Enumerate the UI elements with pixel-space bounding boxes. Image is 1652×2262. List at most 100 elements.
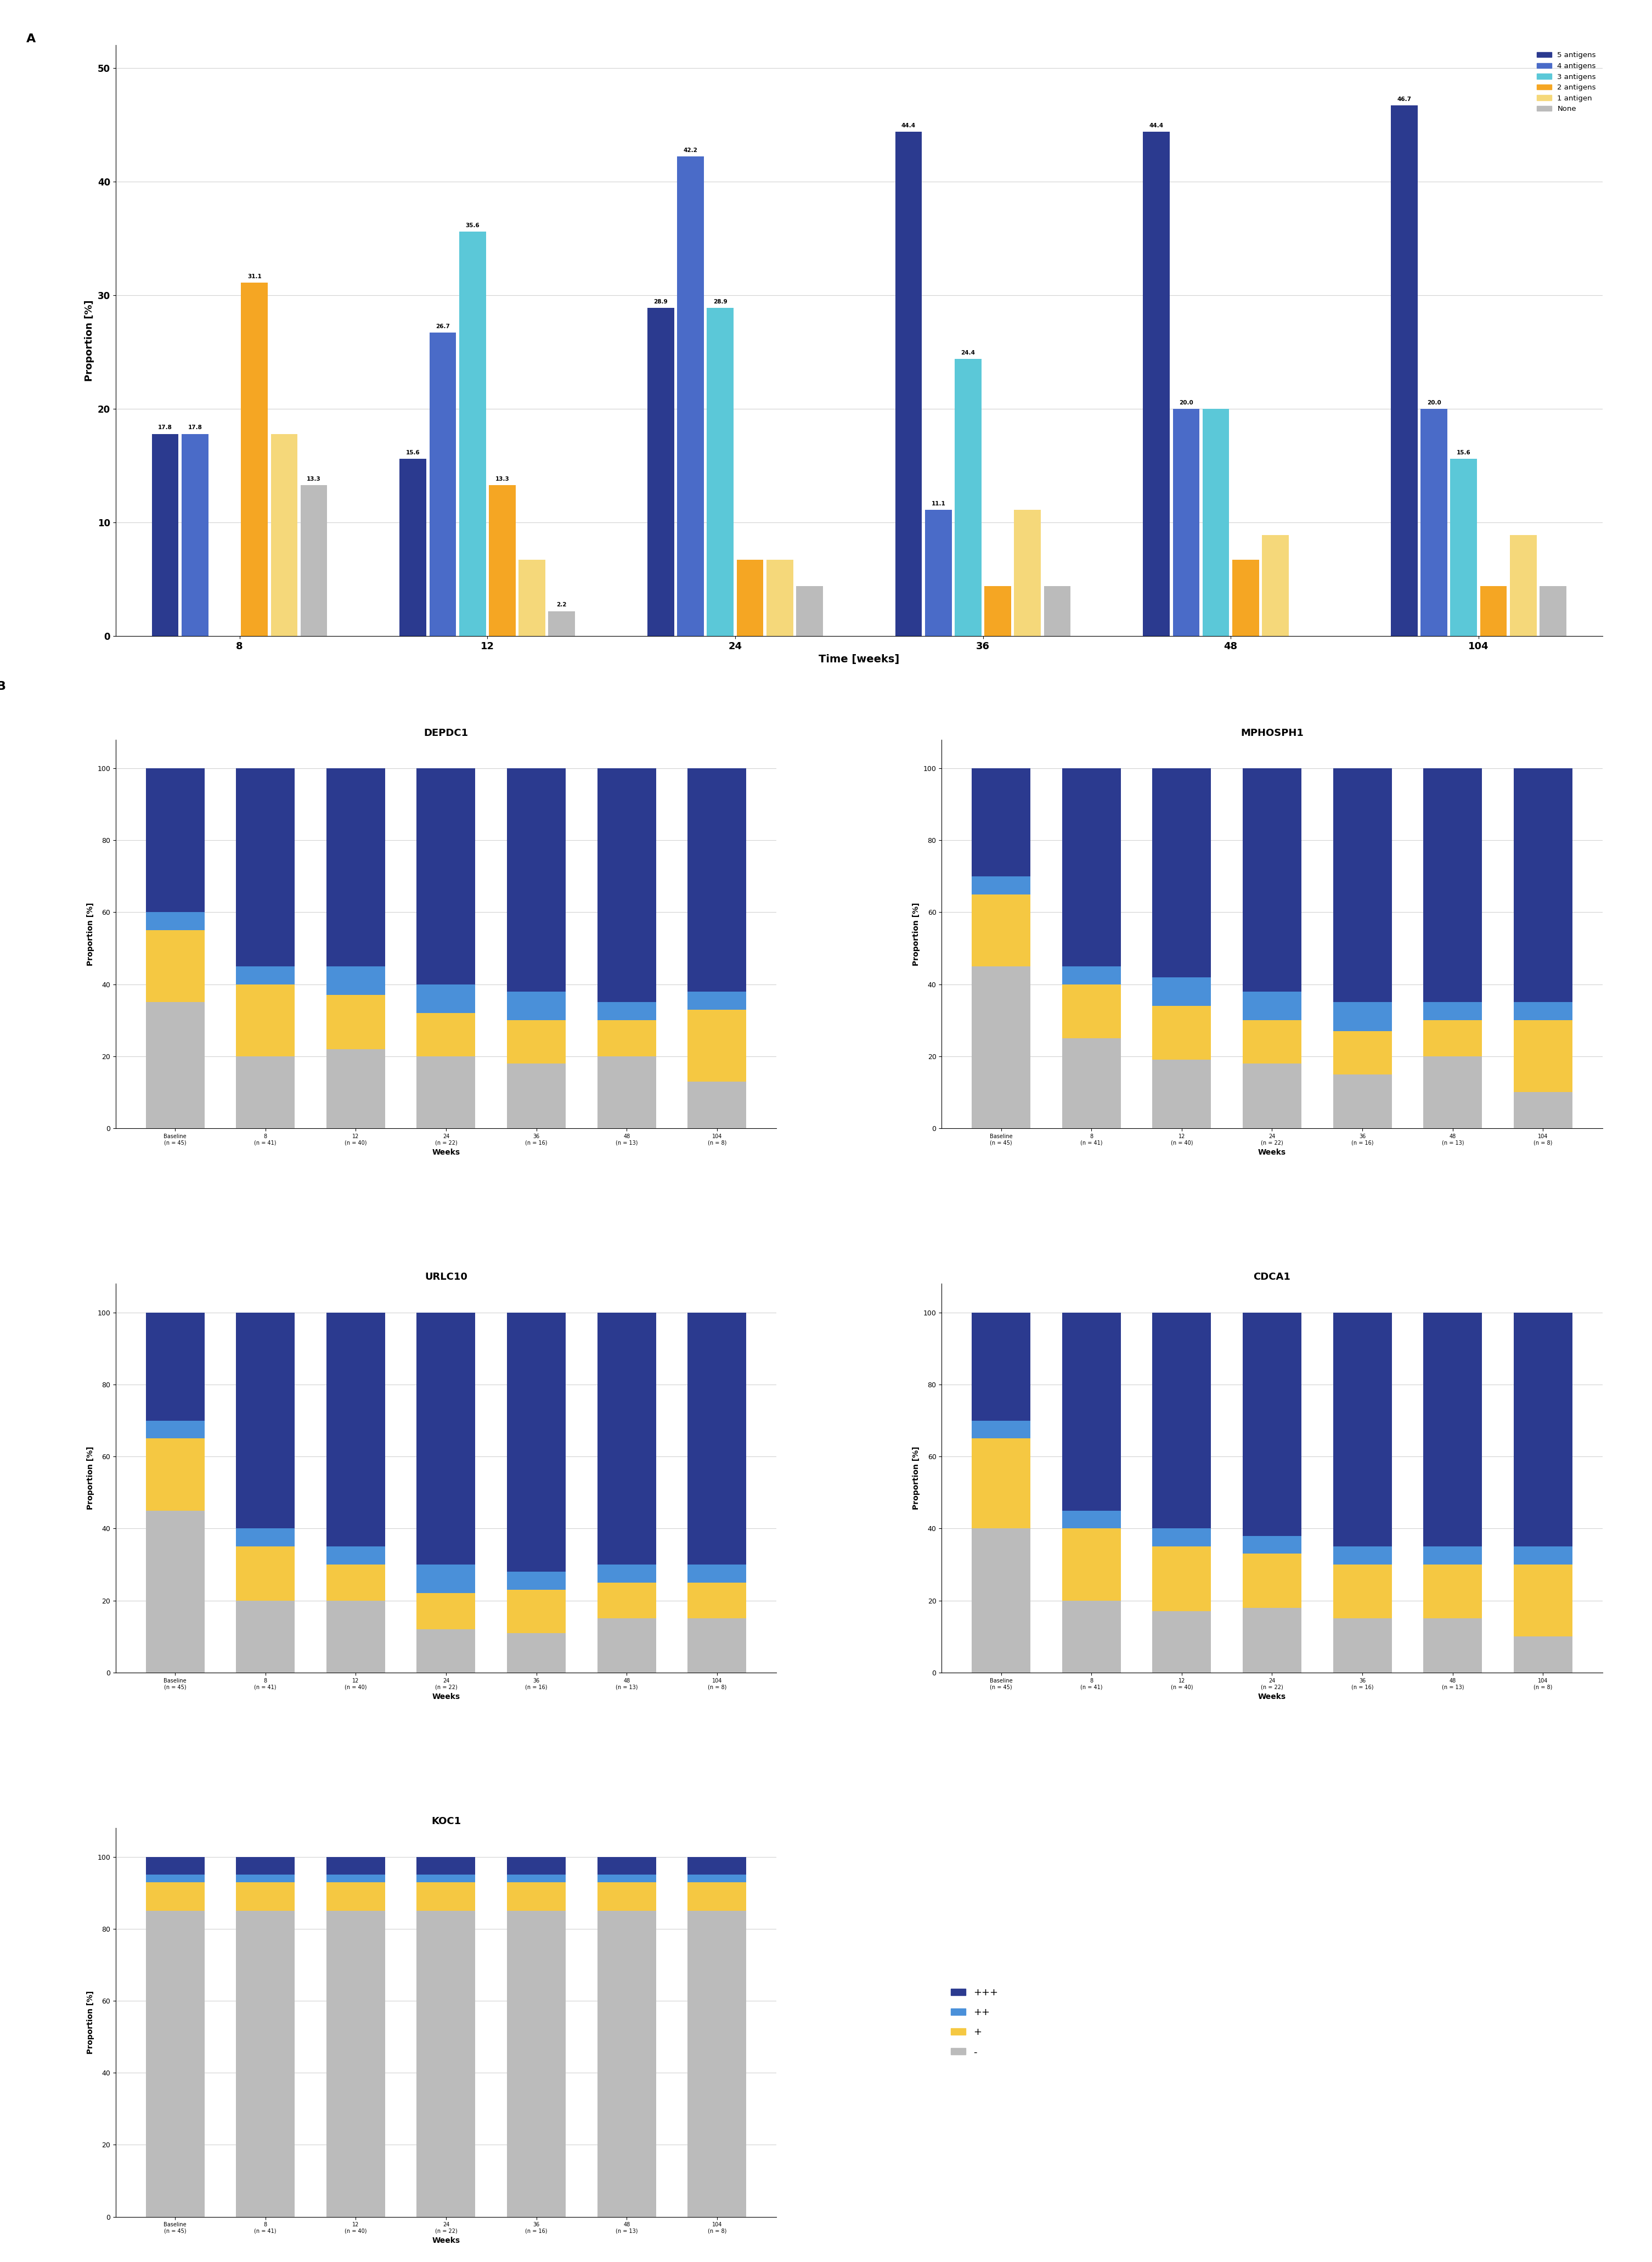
Bar xyxy=(236,1875,294,1882)
Bar xyxy=(145,1312,205,1421)
Bar xyxy=(507,1312,565,1572)
Bar xyxy=(271,434,297,636)
Bar xyxy=(327,1857,385,1875)
Bar xyxy=(1424,769,1482,1002)
Bar xyxy=(1421,409,1447,636)
Legend: +++, ++, +, -: +++, ++, +, - xyxy=(947,1984,1003,2061)
Bar xyxy=(416,1882,476,1911)
Bar xyxy=(1242,769,1302,991)
Bar xyxy=(895,131,922,636)
Bar xyxy=(1424,1020,1482,1056)
Text: 28.9: 28.9 xyxy=(714,299,727,305)
Bar xyxy=(416,1312,476,1565)
Bar xyxy=(327,1875,385,1882)
Bar xyxy=(687,1009,747,1081)
Bar xyxy=(598,1857,656,1875)
Bar xyxy=(1153,1611,1211,1672)
X-axis label: Weeks: Weeks xyxy=(433,2237,459,2244)
Y-axis label: Proportion [%]: Proportion [%] xyxy=(912,903,920,966)
Bar xyxy=(677,156,704,636)
Bar xyxy=(971,875,1031,893)
Bar xyxy=(1153,1007,1211,1061)
Bar xyxy=(1143,131,1170,636)
Bar xyxy=(1153,1061,1211,1129)
X-axis label: Weeks: Weeks xyxy=(1259,1692,1285,1701)
Bar xyxy=(1333,1312,1391,1547)
Bar xyxy=(1424,1312,1482,1547)
Bar xyxy=(1513,1312,1573,1547)
Text: 15.6: 15.6 xyxy=(1457,450,1470,455)
X-axis label: Weeks: Weeks xyxy=(433,1149,459,1156)
Bar xyxy=(1333,1547,1391,1565)
Bar xyxy=(1153,769,1211,977)
Text: 42.2: 42.2 xyxy=(684,147,697,154)
Bar xyxy=(241,283,268,636)
Bar xyxy=(145,1002,205,1129)
Bar xyxy=(598,1020,656,1056)
Bar xyxy=(327,1882,385,1911)
Bar xyxy=(1232,561,1259,636)
Text: 11.1: 11.1 xyxy=(932,502,945,507)
Bar xyxy=(1333,1620,1391,1672)
Bar xyxy=(598,1620,656,1672)
Bar xyxy=(971,893,1031,966)
Bar xyxy=(1242,1020,1302,1063)
Bar xyxy=(1424,1056,1482,1129)
Bar xyxy=(236,984,294,1056)
Bar xyxy=(971,1312,1031,1421)
Bar xyxy=(737,561,763,636)
Bar xyxy=(1333,1074,1391,1129)
Bar xyxy=(236,1857,294,1875)
Y-axis label: Proportion [%]: Proportion [%] xyxy=(912,1445,920,1509)
Bar xyxy=(327,1050,385,1129)
Bar xyxy=(236,769,294,966)
Bar xyxy=(1153,1312,1211,1529)
Bar xyxy=(1333,1002,1391,1031)
Y-axis label: Proportion [%]: Proportion [%] xyxy=(86,1445,94,1509)
Bar xyxy=(925,509,952,636)
Bar xyxy=(327,1312,385,1547)
Text: 20.0: 20.0 xyxy=(1180,400,1193,405)
Bar xyxy=(145,1511,205,1672)
Bar xyxy=(971,1529,1031,1672)
Bar xyxy=(707,308,733,636)
Bar xyxy=(985,586,1011,636)
Bar xyxy=(1333,1565,1391,1620)
Bar xyxy=(459,231,486,636)
Text: 28.9: 28.9 xyxy=(654,299,667,305)
Bar xyxy=(416,1911,476,2217)
Bar xyxy=(416,984,476,1013)
Bar xyxy=(687,1911,747,2217)
Bar xyxy=(687,1081,747,1129)
Bar xyxy=(327,966,385,995)
Bar xyxy=(145,912,205,930)
X-axis label: Time [weeks]: Time [weeks] xyxy=(819,654,899,665)
Bar xyxy=(236,1312,294,1529)
Bar xyxy=(1242,991,1302,1020)
Bar xyxy=(1242,1063,1302,1129)
Bar xyxy=(507,1590,565,1633)
Bar xyxy=(327,1601,385,1672)
Legend: 5 antigens, 4 antigens, 3 antigens, 2 antigens, 1 antigen, None: 5 antigens, 4 antigens, 3 antigens, 2 an… xyxy=(1535,50,1599,115)
Bar xyxy=(687,1620,747,1672)
Bar xyxy=(1153,1529,1211,1547)
Text: 31.1: 31.1 xyxy=(248,274,261,278)
Text: B: B xyxy=(0,681,7,692)
Bar xyxy=(955,360,981,636)
Bar xyxy=(236,1911,294,2217)
Bar xyxy=(1424,1547,1482,1565)
Y-axis label: Proportion [%]: Proportion [%] xyxy=(86,903,94,966)
Text: 17.8: 17.8 xyxy=(159,425,172,430)
Bar xyxy=(971,769,1031,875)
Bar xyxy=(416,1056,476,1129)
Bar xyxy=(971,1439,1031,1529)
Bar xyxy=(1450,459,1477,636)
Bar xyxy=(1333,769,1391,1002)
Bar xyxy=(687,769,747,991)
Bar xyxy=(1424,1620,1482,1672)
Bar xyxy=(1513,1565,1573,1635)
Bar xyxy=(507,1857,565,1875)
Bar xyxy=(1540,586,1566,636)
Bar xyxy=(1513,1635,1573,1672)
Bar xyxy=(416,1565,476,1592)
